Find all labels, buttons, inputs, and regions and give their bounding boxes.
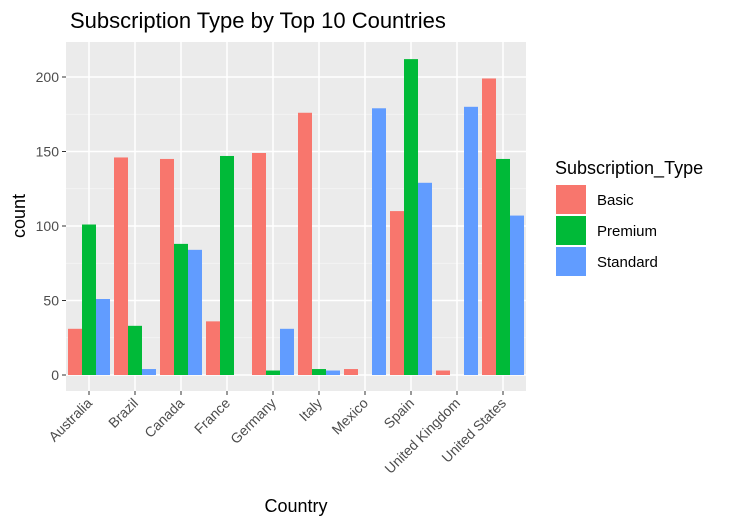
legend-key-basic — [556, 185, 586, 214]
legend-key-standard — [556, 247, 586, 276]
y-tick-label: 150 — [36, 144, 60, 160]
bar-premium-united-states — [496, 158, 510, 375]
bar-premium-brazil — [128, 325, 142, 375]
bar-standard-united-kingdom — [464, 106, 478, 376]
bar-basic-italy — [298, 112, 312, 375]
x-tick-label: Italy — [296, 395, 325, 424]
bar-basic-united-kingdom — [436, 370, 450, 375]
chart-title: Subscription Type by Top 10 Countries — [70, 8, 446, 33]
bar-basic-united-states — [482, 78, 496, 376]
y-tick-label: 50 — [43, 293, 59, 309]
plot-panel — [66, 42, 526, 391]
x-tick-label: Spain — [380, 395, 417, 432]
y-axis-title: count — [9, 194, 29, 238]
x-tick-label: Mexico — [328, 395, 371, 438]
x-tick-label: Canada — [141, 395, 187, 441]
bar-basic-mexico — [344, 369, 358, 375]
bar-standard-united-states — [510, 215, 524, 375]
bar-standard-mexico — [372, 108, 386, 375]
y-tick-label: 0 — [51, 367, 59, 383]
legend-label-standard: Standard — [597, 254, 658, 271]
bar-basic-germany — [252, 152, 266, 375]
legend-title: Subscription_Type — [555, 158, 703, 179]
bar-premium-spain — [404, 59, 418, 376]
bar-premium-canada — [174, 243, 188, 375]
bar-standard-canada — [188, 249, 202, 375]
bar-basic-brazil — [114, 157, 128, 375]
y-tick-label: 100 — [36, 218, 60, 234]
legend-label-basic: Basic — [597, 192, 634, 209]
legend: Subscription_Type Basic Premium Standard — [555, 158, 703, 276]
bar-standard-germany — [280, 328, 294, 375]
bar-premium-germany — [266, 370, 280, 375]
bar-basic-australia — [68, 328, 82, 375]
legend-label-premium: Premium — [597, 223, 657, 240]
legend-key-premium — [556, 216, 586, 245]
bar-standard-italy — [326, 370, 340, 375]
bar-basic-canada — [160, 158, 174, 375]
bar-standard-spain — [418, 182, 432, 375]
x-tick-label: Brazil — [105, 395, 141, 431]
bar-standard-australia — [96, 299, 110, 375]
y-axis-ticks: 0 50 100 150 200 — [36, 69, 66, 383]
bar-standard-brazil — [142, 369, 156, 375]
x-tick-label: France — [191, 395, 233, 437]
bar-basic-spain — [390, 211, 404, 375]
x-axis-title: Country — [264, 496, 327, 516]
bars — [68, 59, 524, 376]
bar-basic-france — [206, 321, 220, 375]
x-tick-label: Australia — [45, 395, 95, 445]
bar-premium-italy — [312, 369, 326, 375]
y-tick-label: 200 — [36, 69, 60, 85]
bar-premium-australia — [82, 224, 96, 375]
x-tick-label: Germany — [227, 395, 279, 447]
bar-premium-france — [220, 155, 234, 375]
